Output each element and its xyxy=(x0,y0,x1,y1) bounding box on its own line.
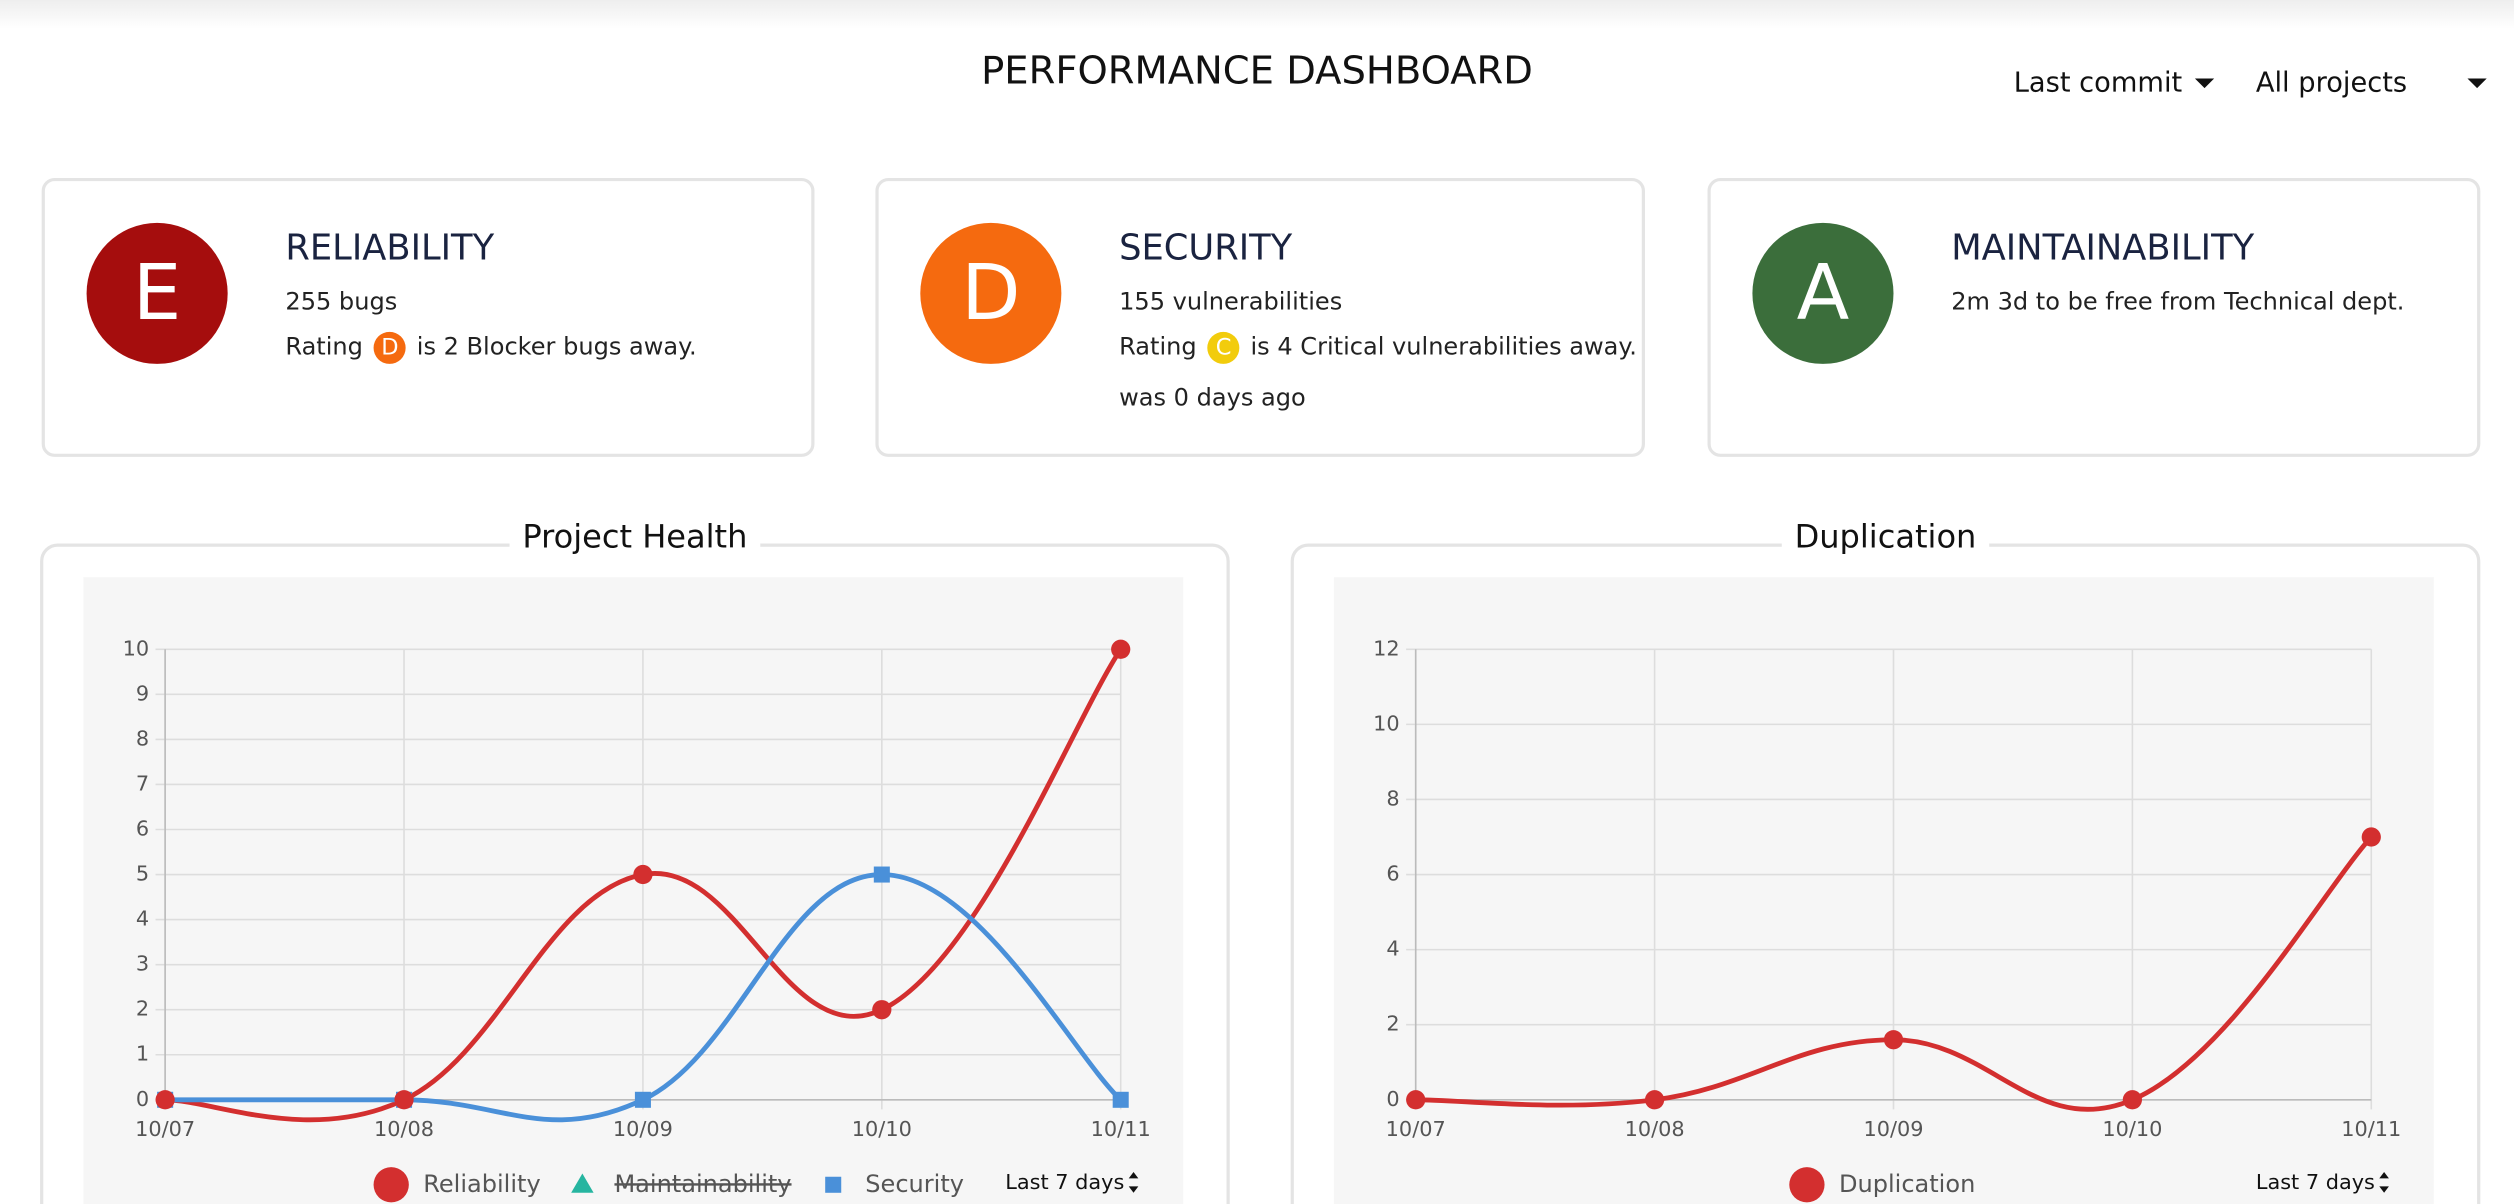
point xyxy=(2122,1090,2143,1110)
y-tick-label: 6 xyxy=(136,816,149,840)
x-tick-label: 10/10 xyxy=(852,1117,912,1141)
point xyxy=(1883,1030,1904,1050)
project-filter[interactable]: All projects xyxy=(2256,67,2487,99)
point xyxy=(1111,639,1131,659)
legend-marker xyxy=(571,1173,594,1193)
legend-marker xyxy=(825,1176,842,1193)
grade-circle: A xyxy=(1752,222,1894,364)
grade-circle: E xyxy=(86,222,228,364)
point xyxy=(1112,1091,1129,1108)
x-tick-label: 10/08 xyxy=(1625,1117,1685,1141)
y-tick-label: 6 xyxy=(1386,862,1399,886)
y-tick-label: 10 xyxy=(1373,711,1400,735)
y-tick-label: 0 xyxy=(136,1087,149,1111)
x-tick-label: 10/07 xyxy=(135,1117,195,1141)
rating-prefix: Rating xyxy=(1119,331,1197,361)
metric-card: A MAINTAINABILITY 2m 3d to be free from Te… xyxy=(1707,177,2481,457)
point xyxy=(394,1090,414,1110)
card-title: SECURITY xyxy=(1119,229,1293,270)
plot-background xyxy=(1333,577,2434,1204)
rating-suffix: is 2 Blocker bugs away. xyxy=(416,331,697,361)
point xyxy=(1644,1090,1665,1110)
point xyxy=(634,1091,651,1108)
page-title: PERFORMANCE DASHBOARD xyxy=(981,48,1533,93)
y-tick-label: 0 xyxy=(1386,1087,1399,1111)
y-tick-label: 5 xyxy=(136,862,149,886)
card-line: 155 vulnerabilities xyxy=(1119,286,1343,316)
y-tick-label: 9 xyxy=(136,681,149,705)
select-arrows xyxy=(1128,1171,1139,1193)
legend-label: Security xyxy=(865,1170,964,1198)
series-line xyxy=(165,872,1123,1123)
y-tick-label: 4 xyxy=(136,907,149,931)
y-tick-label: 7 xyxy=(136,771,149,795)
point xyxy=(873,866,890,883)
point xyxy=(633,864,653,885)
metric-card: E RELIABILITY 255 bugs Rating D is 2 Blocke… xyxy=(41,177,815,457)
card-title: MAINTAINABILITY xyxy=(1951,229,2255,270)
top-bar xyxy=(0,0,2514,29)
y-tick-label: 3 xyxy=(136,952,149,976)
x-tick-label: 10/11 xyxy=(2341,1117,2401,1141)
legend-marker xyxy=(373,1167,409,1203)
rating-prefix: Rating xyxy=(285,331,363,361)
rating-line: Rating C is 4 Critical vulnerabilities a… xyxy=(1119,331,1637,364)
point xyxy=(2361,827,2381,847)
x-tick-label: 10/09 xyxy=(613,1117,673,1141)
card-title: RELIABILITY xyxy=(285,229,495,270)
commit-filter[interactable]: Last commit xyxy=(2014,67,2215,99)
y-tick-label: 2 xyxy=(1386,1012,1399,1036)
point xyxy=(155,1090,175,1110)
legend-label: Reliability xyxy=(423,1170,540,1198)
grade-circle: D xyxy=(920,222,1062,364)
series-line xyxy=(1415,835,2374,1112)
x-tick-label: 10/07 xyxy=(1386,1117,1446,1141)
y-tick-label: 12 xyxy=(1373,636,1400,660)
rating-line: Rating D is 2 Blocker bugs away. xyxy=(285,331,697,364)
legend-label: Maintainability xyxy=(614,1170,791,1198)
plot-background xyxy=(83,577,1184,1204)
select-arrows xyxy=(2379,1171,2389,1193)
x-tick-label: 10/09 xyxy=(1863,1117,1923,1141)
card-line: was 0 days ago xyxy=(1119,383,1306,413)
metric-card: D SECURITY 155 vulnerabilities Rating C is … xyxy=(875,177,1645,457)
card-line: 2m 3d to be free from Technical dept. xyxy=(1951,286,2405,316)
title-gap xyxy=(1781,529,1990,552)
y-tick-label: 2 xyxy=(136,997,149,1021)
point xyxy=(1406,1090,1426,1110)
y-tick-label: 10 xyxy=(123,636,150,660)
range-select[interactable]: Last 7 days xyxy=(1005,1170,1124,1194)
chart-title: Duplication xyxy=(1795,518,1977,556)
x-tick-label: 10/10 xyxy=(2102,1117,2162,1141)
rating-badge: D xyxy=(373,331,406,364)
title-gap xyxy=(509,529,761,552)
legend-marker xyxy=(1789,1167,1825,1203)
y-tick-label: 8 xyxy=(1386,786,1399,810)
y-tick-label: 8 xyxy=(136,726,149,750)
chart-title: Project Health xyxy=(522,518,747,556)
y-tick-label: 1 xyxy=(136,1042,149,1066)
project-filter-label: All projects xyxy=(2255,67,2408,100)
card-line: 255 bugs xyxy=(285,286,398,316)
legend-label: Duplication xyxy=(1839,1170,1975,1198)
x-tick-label: 10/11 xyxy=(1091,1117,1151,1141)
point xyxy=(872,1000,892,1020)
rating-badge: C xyxy=(1207,331,1240,364)
x-tick-label: 10/08 xyxy=(374,1117,434,1141)
series-line xyxy=(165,647,1123,1123)
rating-suffix: is 4 Critical vulnerabilities away. xyxy=(1250,331,1637,361)
y-tick-label: 4 xyxy=(1386,937,1399,961)
range-select[interactable]: Last 7 days xyxy=(2256,1170,2375,1194)
